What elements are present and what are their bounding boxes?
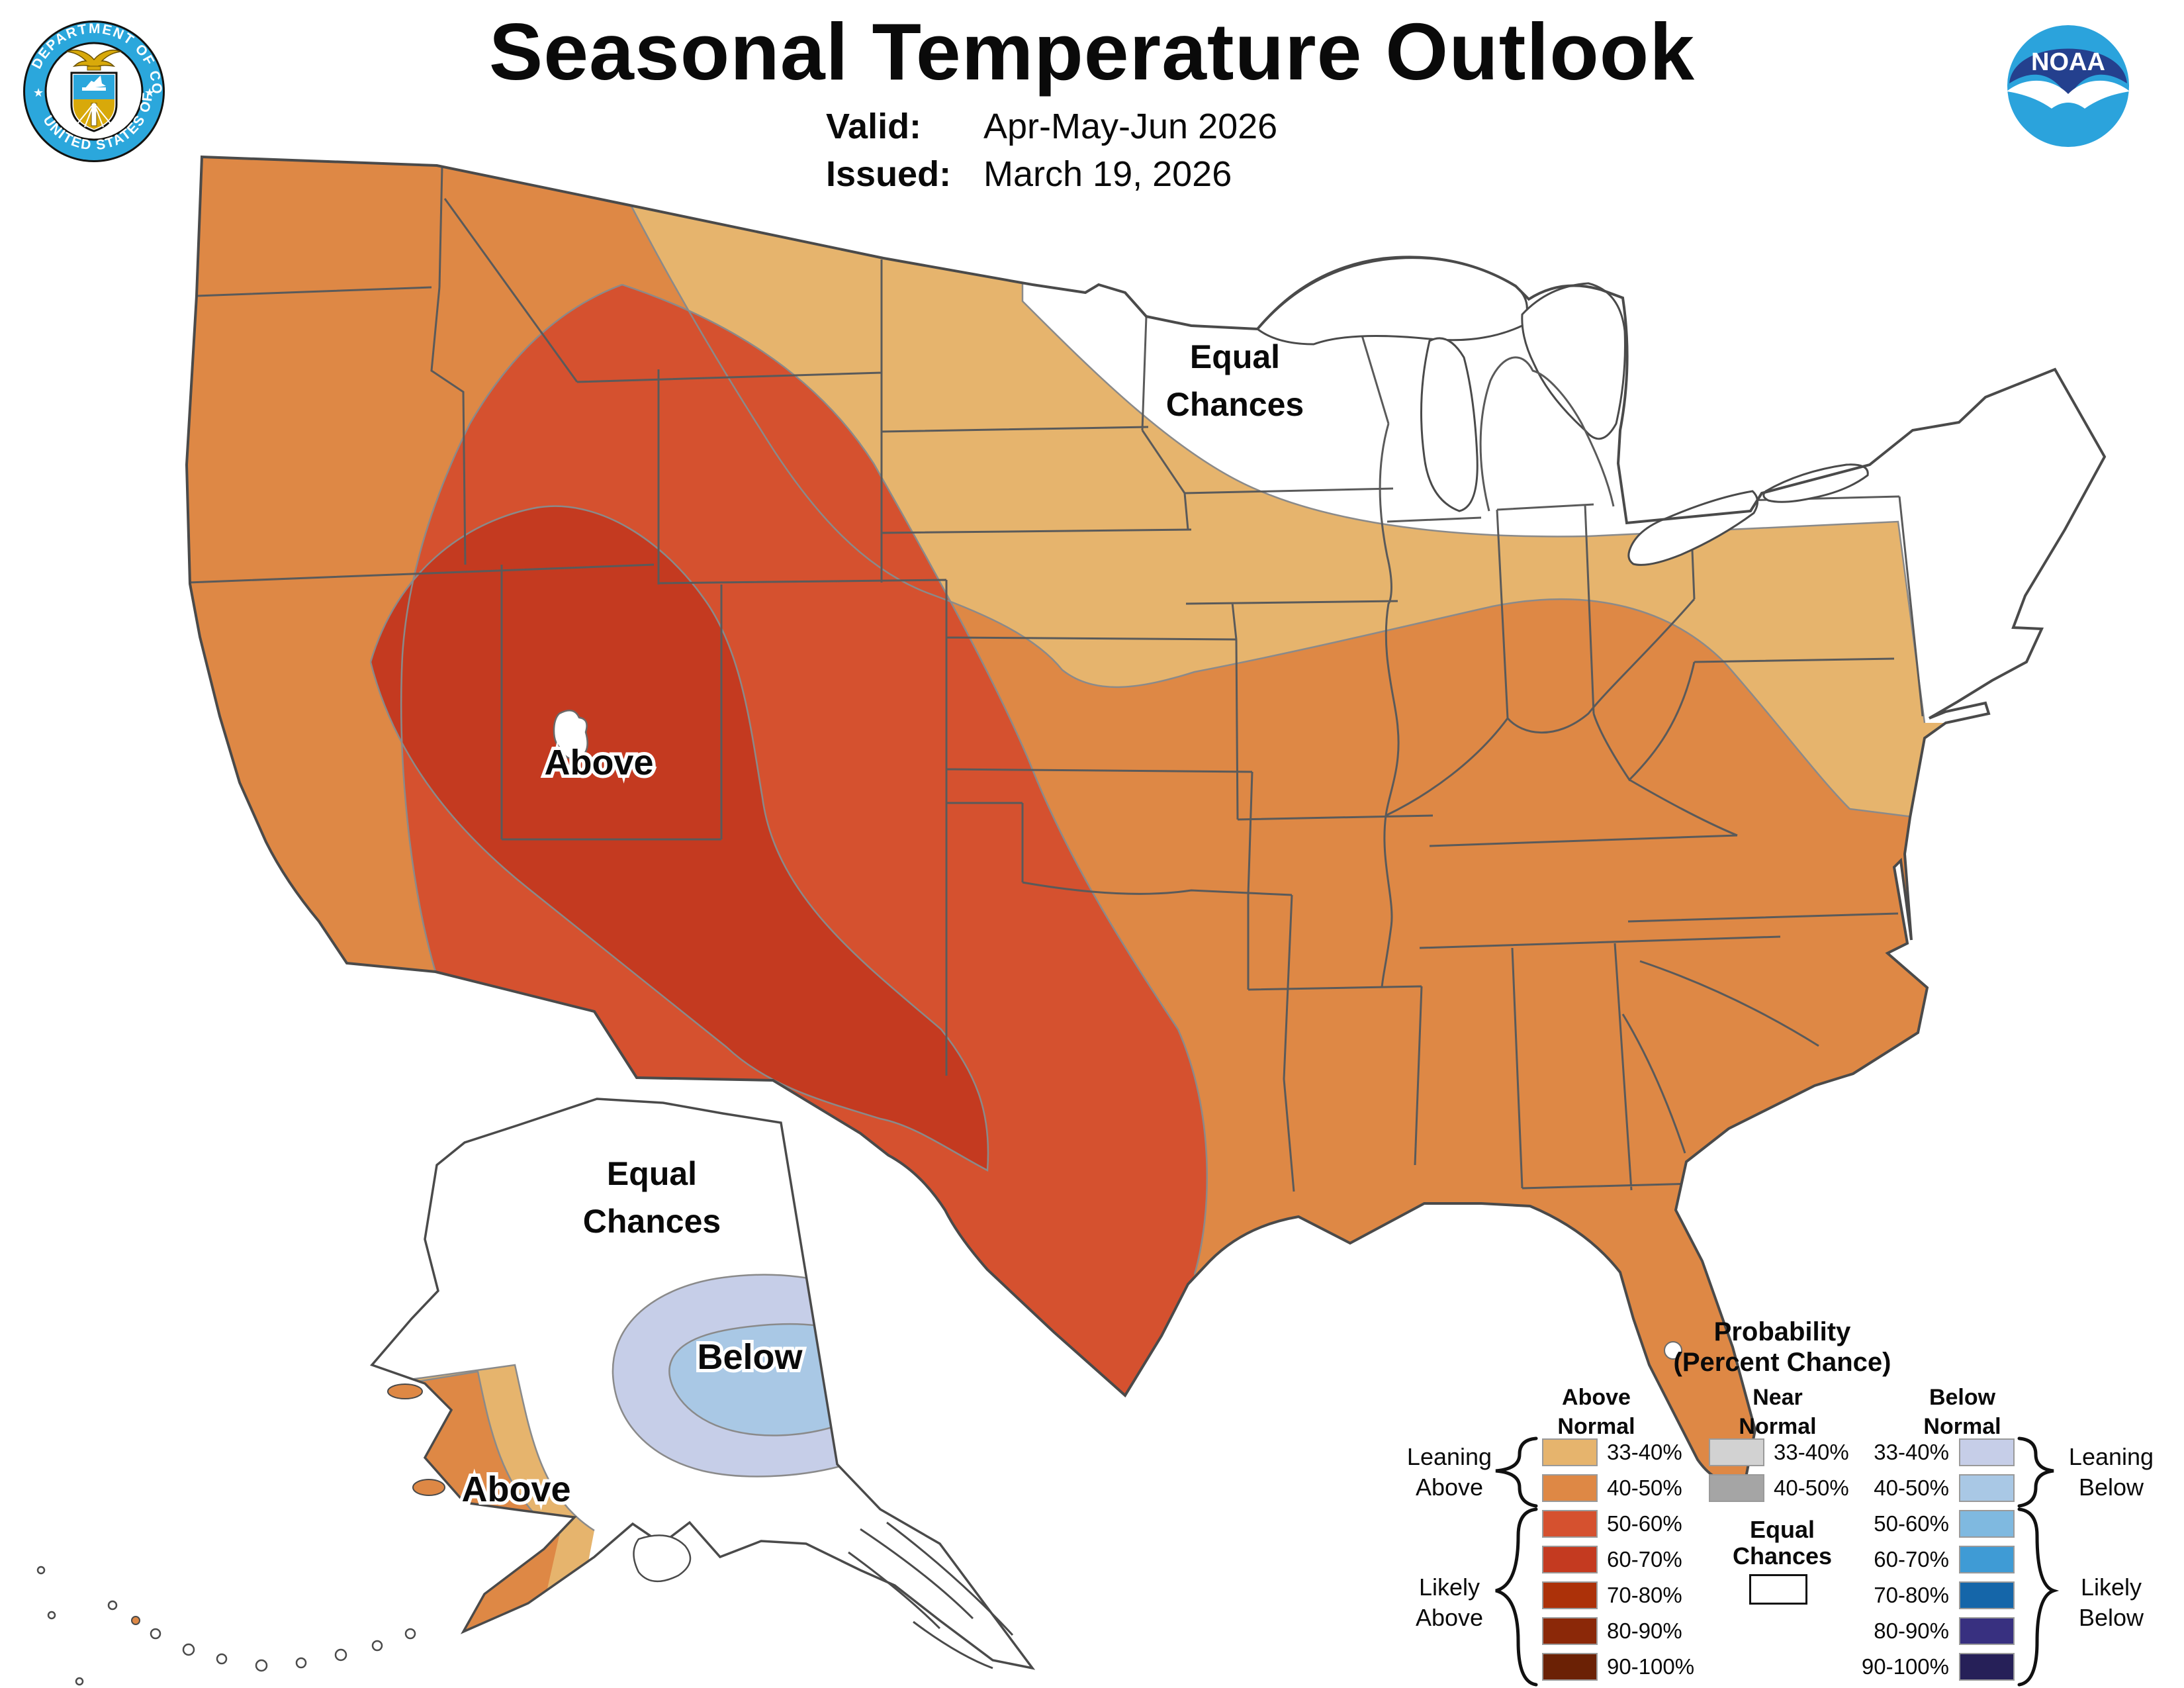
page-title: Seasonal Temperature Outlook bbox=[488, 7, 1696, 97]
legend-swatch bbox=[1959, 1617, 2015, 1645]
legend-row-label: 40-50% bbox=[1774, 1476, 1849, 1500]
legend-row-label: 33-40% bbox=[1874, 1440, 1949, 1464]
noaa-logo-text: NOAA bbox=[2031, 48, 2105, 76]
legend-header-below: Below Normal bbox=[1923, 1385, 2001, 1439]
legend-swatch bbox=[1542, 1581, 1598, 1609]
legend-row-label: 60-70% bbox=[1607, 1547, 1682, 1571]
legend-swatch bbox=[1959, 1438, 2015, 1466]
legend-row-label: 40-50% bbox=[1874, 1476, 1949, 1500]
valid-label: Valid: bbox=[826, 107, 922, 146]
doc-seal-icon: DEPARTMENT OF COMMERCE UNITED STATES OF … bbox=[15, 7, 167, 167]
legend-equal-chances-line1: Equal bbox=[1749, 1516, 1815, 1543]
great-salt-lake bbox=[553, 709, 588, 760]
legend-swatch bbox=[1709, 1438, 1764, 1466]
svg-text:★: ★ bbox=[144, 86, 155, 99]
legend-swatch bbox=[1959, 1474, 2015, 1502]
conus-equal-chances-label-line1: Equal bbox=[1190, 338, 1280, 375]
legend-row-label: 60-70% bbox=[1874, 1547, 1949, 1571]
alaska-equal-chances-label-line2: Chances bbox=[583, 1203, 721, 1240]
state-borders bbox=[188, 166, 1924, 1192]
legend-row-label: 80-90% bbox=[1874, 1618, 1949, 1643]
legend-braces bbox=[1495, 1436, 2060, 1687]
noaa-logo-icon: NOAA bbox=[2000, 15, 2136, 154]
legend: Probability (Percent Chance) Above Norma… bbox=[1357, 1307, 2184, 1688]
conus-equal-chances-label-line2: Chances bbox=[1166, 386, 1304, 423]
legend-title-line2: (Percent Chance) bbox=[1673, 1348, 1891, 1377]
alaska-outline bbox=[370, 1098, 1036, 1670]
alaska-below-40-50 bbox=[669, 1324, 841, 1436]
alaska-above-label: Above bbox=[461, 1470, 570, 1509]
legend-row-label: 70-80% bbox=[1874, 1583, 1949, 1607]
svg-text:★: ★ bbox=[33, 86, 44, 99]
legend-equal-chances-swatch bbox=[1749, 1574, 1807, 1605]
legend-row-label: 50-60% bbox=[1874, 1511, 1949, 1536]
legend-row-label: 90-100% bbox=[1607, 1654, 1695, 1679]
legend-title-line1: Probability bbox=[1713, 1317, 1851, 1346]
legend-swatch bbox=[1542, 1546, 1598, 1573]
valid-value: Apr-May-Jun 2026 bbox=[983, 107, 1278, 146]
legend-row-label: 80-90% bbox=[1607, 1618, 1682, 1643]
great-lakes bbox=[1255, 256, 1869, 566]
legend-swatch bbox=[1959, 1653, 2015, 1681]
legend-group-likely-above: Likely Above bbox=[1415, 1573, 1484, 1631]
legend-group-leaning-above: Leaning Above bbox=[1406, 1443, 1492, 1501]
legend-swatch bbox=[1959, 1581, 2015, 1609]
issued-value: March 19, 2026 bbox=[983, 154, 1232, 194]
legend-row-label: 33-40% bbox=[1607, 1440, 1682, 1464]
legend-swatch bbox=[1709, 1474, 1764, 1502]
legend-row-label: 50-60% bbox=[1607, 1511, 1682, 1536]
legend-swatch bbox=[1542, 1510, 1598, 1538]
legend-row-label: 90-100% bbox=[1861, 1654, 1949, 1679]
region-above-60-70 bbox=[371, 506, 989, 1170]
legend-swatch bbox=[1542, 1474, 1598, 1502]
legend-header-near: Near Normal bbox=[1739, 1385, 1817, 1439]
legend-row-label: 40-50% bbox=[1607, 1476, 1682, 1500]
issued-label: Issued: bbox=[826, 154, 952, 194]
valid-row: Valid: Apr-May-Jun 2026 bbox=[826, 106, 1277, 147]
legend-swatch bbox=[1542, 1438, 1598, 1466]
legend-group-leaning-below: Leaning Below bbox=[2068, 1443, 2154, 1501]
contour-lines bbox=[369, 198, 1926, 1275]
legend-swatch bbox=[1542, 1617, 1598, 1645]
issued-row: Issued: March 19, 2026 bbox=[826, 154, 1232, 195]
alaska-below-label: Below bbox=[697, 1337, 803, 1377]
legend-swatch bbox=[1542, 1653, 1598, 1681]
legend-swatch bbox=[1959, 1546, 2015, 1573]
legend-group-likely-below: Likely Below bbox=[2078, 1573, 2144, 1631]
conus-outline bbox=[185, 155, 2107, 1483]
legend-row-label: 70-80% bbox=[1607, 1583, 1682, 1607]
legend-equal-chances-line2: Chances bbox=[1732, 1542, 1833, 1570]
lake-okeechobee bbox=[1664, 1341, 1682, 1360]
alaska-equal-chances-label-line1: Equal bbox=[607, 1155, 697, 1192]
legend-header-above: Above Normal bbox=[1557, 1385, 1635, 1439]
michigan-coast bbox=[1479, 356, 1615, 512]
alaska-islands bbox=[36, 1383, 1014, 1686]
conus-above-label: Above bbox=[544, 743, 653, 782]
legend-row-label: 33-40% bbox=[1774, 1440, 1849, 1464]
legend-swatch bbox=[1959, 1510, 2015, 1538]
